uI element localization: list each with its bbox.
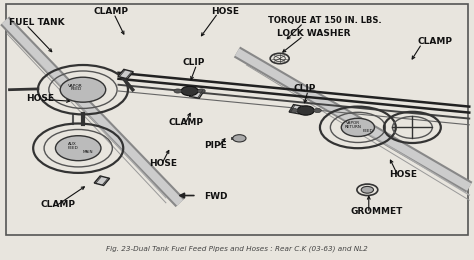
Circle shape bbox=[198, 89, 205, 93]
Text: FWD: FWD bbox=[204, 192, 228, 201]
Circle shape bbox=[290, 108, 298, 113]
Circle shape bbox=[181, 86, 198, 96]
Text: FEED: FEED bbox=[67, 146, 78, 150]
Text: CLIP: CLIP bbox=[294, 84, 316, 93]
Text: GROMMET: GROMMET bbox=[351, 207, 403, 216]
Text: CLAMP: CLAMP bbox=[168, 118, 203, 127]
Bar bbox=[190, 89, 204, 98]
Text: HOSE: HOSE bbox=[389, 170, 417, 179]
Text: TORQUE AT 150 IN. LBS.: TORQUE AT 150 IN. LBS. bbox=[268, 16, 382, 25]
Bar bbox=[94, 176, 109, 185]
Circle shape bbox=[314, 108, 321, 113]
Text: VAPOR: VAPOR bbox=[68, 83, 83, 88]
Text: RETURN: RETURN bbox=[345, 125, 362, 129]
Text: AUX: AUX bbox=[68, 142, 77, 146]
Text: VAPOR: VAPOR bbox=[346, 121, 360, 125]
Circle shape bbox=[341, 118, 374, 136]
Text: MAIN: MAIN bbox=[82, 150, 93, 154]
Text: CLAMP: CLAMP bbox=[417, 37, 452, 46]
Text: CLAMP: CLAMP bbox=[94, 7, 129, 16]
Text: Fig. 23-Dual Tank Fuel Feed Pipes and Hoses : Rear C.K (03-63) and NL2: Fig. 23-Dual Tank Fuel Feed Pipes and Ho… bbox=[106, 246, 368, 252]
Text: LOCK WASHER: LOCK WASHER bbox=[277, 29, 351, 38]
Text: HOSE: HOSE bbox=[211, 7, 239, 16]
Text: FEED: FEED bbox=[70, 87, 82, 91]
Text: FUEL TANK: FUEL TANK bbox=[9, 18, 65, 27]
Circle shape bbox=[233, 135, 246, 142]
Circle shape bbox=[174, 89, 182, 93]
Text: CLIP: CLIP bbox=[182, 58, 205, 67]
Bar bbox=[289, 105, 303, 114]
Circle shape bbox=[361, 186, 374, 193]
Text: FEED: FEED bbox=[363, 129, 374, 133]
Bar bbox=[118, 69, 133, 79]
Text: CLAMP: CLAMP bbox=[40, 200, 75, 209]
Text: PIPE: PIPE bbox=[204, 141, 227, 150]
Text: HOSE: HOSE bbox=[149, 159, 177, 168]
Circle shape bbox=[60, 77, 106, 102]
Text: HOSE: HOSE bbox=[26, 94, 54, 103]
FancyBboxPatch shape bbox=[6, 4, 468, 235]
Circle shape bbox=[297, 106, 314, 115]
Circle shape bbox=[55, 136, 101, 161]
